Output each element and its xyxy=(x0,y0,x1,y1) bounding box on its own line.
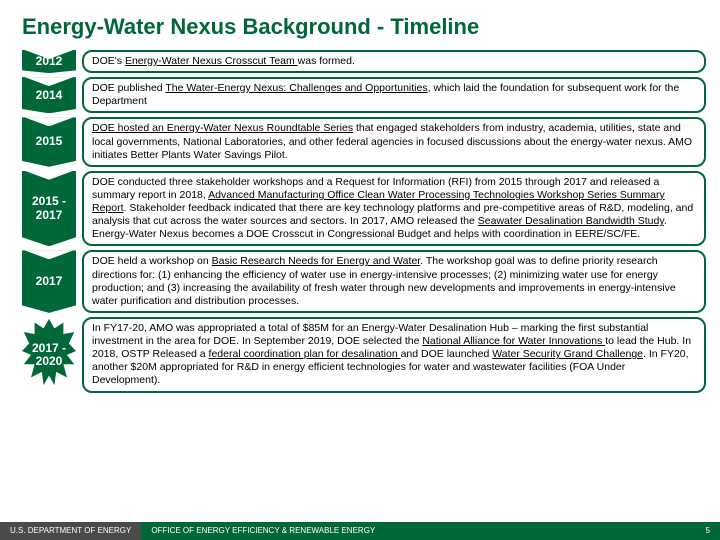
footer-office: OFFICE OF ENERGY EFFICIENCY & RENEWABLE … xyxy=(141,522,720,540)
year-label: 2014 xyxy=(36,89,63,102)
year-label: 2012 xyxy=(36,55,63,68)
body-text: DOE held a workshop on xyxy=(92,255,212,267)
footer-office-text: OFFICE OF ENERGY EFFICIENCY & RENEWABLE … xyxy=(151,526,375,536)
year-box: 2012 xyxy=(22,50,76,73)
year-label: 2015 xyxy=(36,135,63,148)
link-text[interactable]: Water Security Grand Challenge xyxy=(492,348,643,360)
timeline-row: 2015 - 2017DOE conducted three stakehold… xyxy=(22,171,706,247)
body-text: and DOE launched xyxy=(401,348,493,360)
body-text: DOE published xyxy=(92,82,165,94)
timeline-description: DOE conducted three stakeholder workshop… xyxy=(82,171,706,247)
year-box: 2015 - 2017 xyxy=(22,171,76,247)
footer: U.S. DEPARTMENT OF ENERGY OFFICE OF ENER… xyxy=(0,522,720,540)
timeline-row: 2017 DOE held a workshop on Basic Researc… xyxy=(22,250,706,313)
timeline-row: 2014 DOE published The Water-Energy Nexus… xyxy=(22,77,706,113)
link-text[interactable]: DOE hosted an Energy-Water Nexus Roundta… xyxy=(92,122,353,134)
year-arrow: 2017 xyxy=(22,250,76,313)
timeline-description: In FY17-20, AMO was appropriated a total… xyxy=(82,317,706,393)
link-text[interactable]: The Water-Energy Nexus: Challenges and O… xyxy=(165,82,427,94)
footer-dept: U.S. DEPARTMENT OF ENERGY xyxy=(0,522,141,540)
year-starburst: 2017 - 2020 xyxy=(22,317,76,393)
year-box: 2017 xyxy=(22,250,76,313)
link-text[interactable]: federal coordination plan for desalinati… xyxy=(209,348,401,360)
year-arrow: 2015 xyxy=(22,117,76,166)
year-box: 2014 xyxy=(22,77,76,113)
timeline-row: 2017 - 2020In FY17-20, AMO was appropria… xyxy=(22,317,706,393)
body-text: was formed. xyxy=(298,55,355,67)
timeline-row: 2012 DOE's Energy-Water Nexus Crosscut Te… xyxy=(22,50,706,73)
year-box: 2017 - 2020 xyxy=(22,317,76,393)
page-number: 5 xyxy=(706,526,710,536)
year-arrow: 2014 xyxy=(22,77,76,113)
year-label: 2017 xyxy=(36,275,63,288)
link-text[interactable]: Energy-Water Nexus Crosscut Team xyxy=(125,55,298,67)
year-box: 2015 xyxy=(22,117,76,166)
slide-title: Energy-Water Nexus Background - Timeline xyxy=(0,0,720,50)
year-label: 2017 - 2020 xyxy=(22,342,76,368)
timeline-row: 2015 DOE hosted an Energy-Water Nexus Rou… xyxy=(22,117,706,166)
timeline-description: DOE held a workshop on Basic Research Ne… xyxy=(82,250,706,313)
timeline-container: 2012 DOE's Energy-Water Nexus Crosscut Te… xyxy=(0,50,720,393)
link-text[interactable]: Basic Research Needs for Energy and Wate… xyxy=(212,255,421,267)
link-text[interactable]: Seawater Desalination Bandwidth Study xyxy=(478,215,664,227)
year-arrow: 2015 - 2017 xyxy=(22,171,76,247)
timeline-description: DOE's Energy-Water Nexus Crosscut Team w… xyxy=(82,50,706,73)
link-text[interactable]: National Alliance for Water Innovations xyxy=(422,335,605,347)
timeline-description: DOE hosted an Energy-Water Nexus Roundta… xyxy=(82,117,706,166)
timeline-description: DOE published The Water-Energy Nexus: Ch… xyxy=(82,77,706,113)
year-label: 2015 - 2017 xyxy=(22,195,76,221)
body-text: DOE's xyxy=(92,55,125,67)
year-arrow: 2012 xyxy=(22,50,76,73)
